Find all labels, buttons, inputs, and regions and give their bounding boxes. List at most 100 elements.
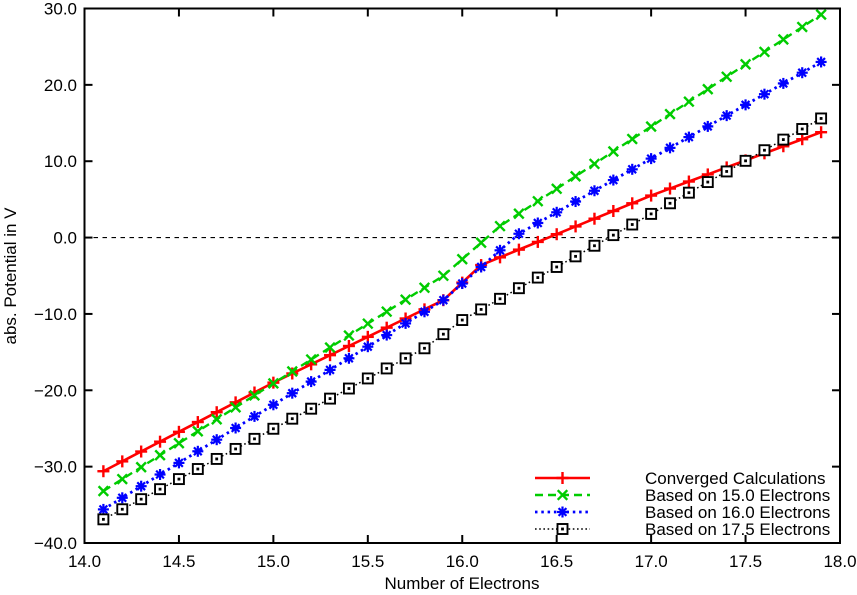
marker-cross bbox=[116, 473, 128, 485]
marker-plus bbox=[116, 455, 129, 468]
legend-label-converged: Converged Calculations bbox=[645, 469, 826, 488]
marker-asterisk bbox=[418, 306, 430, 318]
marker-square-dot bbox=[682, 186, 695, 199]
marker-square-dot bbox=[191, 463, 204, 475]
marker-cross bbox=[626, 133, 638, 145]
marker-plus bbox=[626, 197, 639, 210]
marker-square-dot bbox=[172, 473, 185, 486]
marker-square-dot bbox=[626, 218, 639, 231]
marker-square-dot bbox=[815, 112, 828, 125]
marker-asterisk bbox=[557, 506, 568, 518]
marker-asterisk bbox=[97, 503, 109, 515]
marker-square-dot bbox=[267, 422, 280, 435]
marker-asterisk bbox=[116, 492, 128, 504]
x-tick-label: 14.0 bbox=[68, 552, 101, 571]
marker-plus bbox=[645, 189, 658, 202]
legend-samples-layer bbox=[535, 472, 590, 535]
marker-square-dot bbox=[701, 176, 714, 189]
marker-asterisk bbox=[513, 228, 525, 240]
marker-plus bbox=[154, 435, 167, 448]
y-tick-label: 20.0 bbox=[44, 76, 77, 95]
marker-asterisk bbox=[796, 67, 808, 79]
legend-label-16-electrons: Based on 16.0 Electrons bbox=[645, 503, 830, 522]
marker-cross bbox=[513, 208, 525, 220]
series-2 bbox=[97, 8, 827, 497]
marker-asterisk bbox=[683, 131, 695, 143]
marker-cross bbox=[192, 425, 204, 437]
marker-square-dot bbox=[286, 412, 299, 425]
plot-border bbox=[83, 7, 841, 544]
marker-asterisk bbox=[248, 410, 260, 422]
y-tick-label: 30.0 bbox=[44, 0, 77, 19]
marker-cross bbox=[267, 377, 280, 390]
marker-cross bbox=[739, 58, 752, 70]
marker-asterisk bbox=[494, 244, 506, 256]
marker-asterisk bbox=[437, 294, 449, 306]
x-tick-label: 16.5 bbox=[540, 552, 573, 571]
marker-square-dot bbox=[324, 392, 336, 405]
y-tick-label: −10.0 bbox=[34, 305, 77, 324]
marker-plus bbox=[324, 349, 337, 362]
marker-asterisk bbox=[135, 480, 147, 492]
marker-cross bbox=[343, 329, 355, 342]
marker-cross bbox=[305, 353, 317, 366]
marker-plus bbox=[135, 445, 148, 458]
marker-asterisk bbox=[456, 278, 468, 290]
marker-square-dot bbox=[97, 513, 110, 526]
marker-cross bbox=[645, 120, 657, 133]
marker-square-dot bbox=[361, 372, 374, 385]
y-tick-label: 10.0 bbox=[44, 152, 77, 171]
marker-square-dot bbox=[531, 271, 544, 284]
marker-square-dot bbox=[739, 154, 752, 167]
marker-square-dot bbox=[210, 452, 223, 465]
marker-asterisk bbox=[626, 163, 638, 175]
marker-cross bbox=[97, 485, 110, 497]
marker-cross bbox=[721, 71, 733, 83]
series-line bbox=[103, 117, 822, 520]
marker-asterisk bbox=[173, 457, 185, 469]
marker-cross bbox=[556, 489, 569, 501]
x-tick-label: 18.0 bbox=[823, 552, 856, 571]
marker-asterisk bbox=[645, 153, 657, 165]
marker-asterisk bbox=[230, 422, 242, 434]
legend-label-15-electrons: Based on 15.0 Electrons bbox=[645, 486, 830, 505]
marker-cross bbox=[796, 21, 808, 33]
marker-square-dot bbox=[588, 239, 601, 252]
marker-plus bbox=[286, 367, 299, 380]
marker-asterisk bbox=[607, 174, 619, 186]
marker-plus bbox=[97, 465, 110, 478]
y-tick-label: −30.0 bbox=[34, 458, 77, 477]
marker-asterisk bbox=[381, 329, 393, 341]
marker-cross bbox=[399, 294, 412, 306]
y-tick-label: −40.0 bbox=[34, 534, 77, 553]
marker-cross bbox=[211, 413, 223, 425]
marker-asterisk bbox=[664, 142, 676, 154]
marker-square-dot bbox=[342, 382, 355, 395]
marker-cross bbox=[683, 96, 695, 108]
marker-plus bbox=[796, 133, 809, 146]
marker-cross bbox=[135, 461, 147, 473]
marker-cross bbox=[551, 183, 563, 195]
marker-cross bbox=[362, 317, 374, 330]
marker-asterisk bbox=[154, 469, 166, 481]
marker-square-dot bbox=[550, 261, 563, 273]
x-tick-label: 15.5 bbox=[351, 552, 384, 571]
marker-cross bbox=[607, 145, 619, 158]
marker-asterisk bbox=[475, 261, 487, 273]
marker-plus bbox=[191, 416, 204, 429]
marker-plus bbox=[607, 204, 620, 217]
marker-plus bbox=[342, 339, 355, 352]
marker-square-dot bbox=[437, 328, 450, 341]
marker-cross bbox=[758, 46, 771, 58]
y-axis-label: abs. Potential in V bbox=[1, 207, 20, 345]
marker-cross bbox=[229, 401, 242, 413]
marker-cross bbox=[437, 270, 450, 282]
marker-square-dot bbox=[135, 493, 148, 506]
marker-cross bbox=[248, 389, 261, 402]
marker-square-dot bbox=[116, 503, 129, 516]
marker-square-dot bbox=[512, 282, 525, 295]
marker-asterisk bbox=[758, 88, 770, 100]
legend-label-17-electrons: Based on 17.5 Electrons bbox=[645, 520, 830, 539]
marker-cross bbox=[494, 220, 506, 232]
